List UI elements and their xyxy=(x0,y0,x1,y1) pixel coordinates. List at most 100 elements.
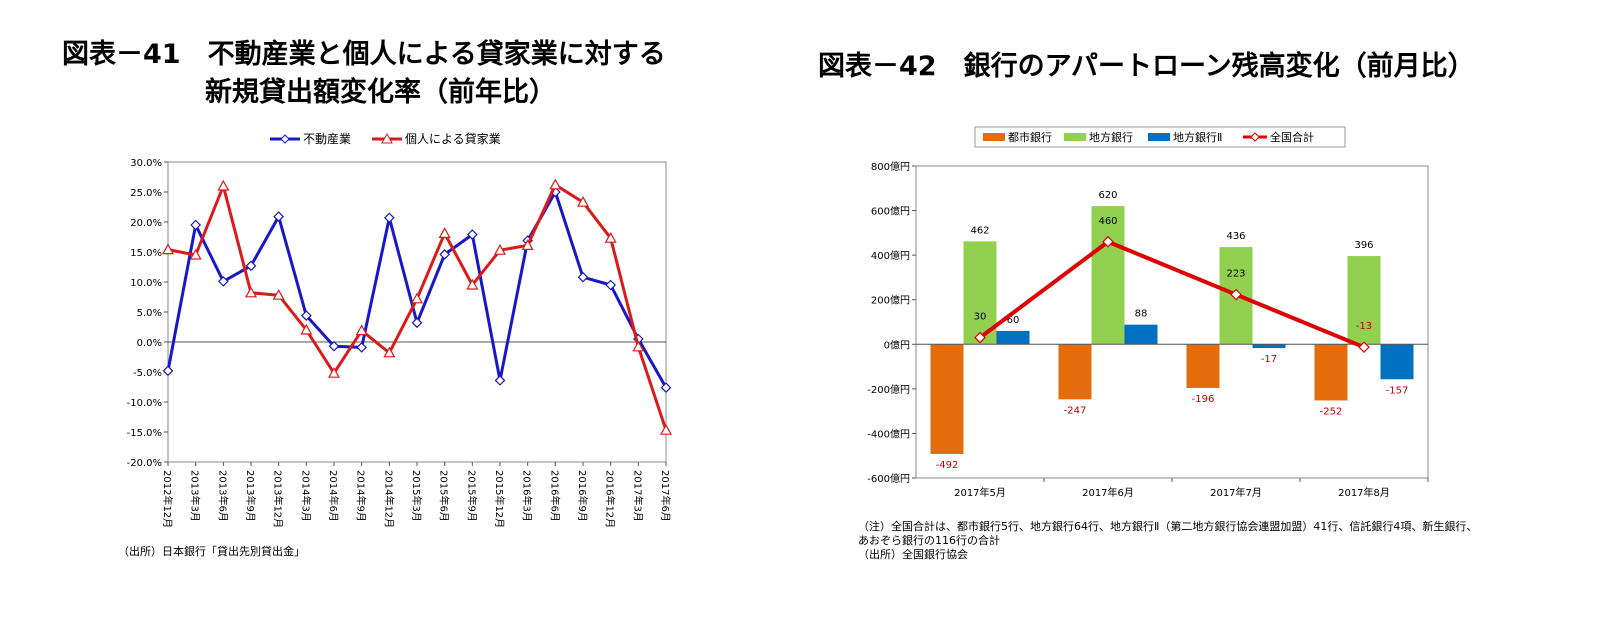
legend-label: 全国合計 xyxy=(1270,130,1314,144)
x-tick-label: 2014年3月 xyxy=(299,470,312,522)
x-tick-label: 2017年5月 xyxy=(954,486,1006,499)
y-tick-label: 0億円 xyxy=(884,338,910,351)
x-tick-label: 2014年9月 xyxy=(355,470,368,522)
x-tick-label: 2016年12月 xyxy=(604,470,617,528)
data-point xyxy=(439,249,451,260)
chart1-title-line1: 図表－41 不動産業と個人による貸家業に対する xyxy=(62,39,666,70)
x-tick-label: 2017年3月 xyxy=(631,470,644,522)
line-value-label: 30 xyxy=(974,312,987,323)
y-tick-label: -20.0% xyxy=(127,458,162,469)
bar-3 xyxy=(1124,324,1158,345)
data-point xyxy=(217,276,229,287)
legend-label: 個人による貸家業 xyxy=(405,131,501,146)
x-tick-label: 2014年6月 xyxy=(327,470,340,522)
data-point xyxy=(660,382,672,393)
line-value-label: 460 xyxy=(1098,216,1117,227)
chart2-note: （注）全国合計は、都市銀行5行、地方銀行64行、地方銀行Ⅱ（第二地方銀行協会連盟… xyxy=(858,520,1478,547)
x-tick-label: 2015年3月 xyxy=(410,470,423,522)
y-tick-label: 600億円 xyxy=(871,205,910,218)
data-point xyxy=(549,178,562,190)
y-tick-label: 200億円 xyxy=(871,294,910,307)
bar-value-label: -157 xyxy=(1386,385,1409,396)
data-point xyxy=(300,323,313,335)
data-point xyxy=(411,317,423,329)
legend-marker xyxy=(280,134,290,144)
bar-value-label: 60 xyxy=(1007,315,1020,326)
legend-label: 都市銀行 xyxy=(1008,130,1052,144)
data-point xyxy=(327,366,341,378)
y-tick-label: 5.0% xyxy=(137,308,162,319)
data-point xyxy=(438,227,451,238)
line-value-label: -13 xyxy=(1356,321,1372,332)
data-point xyxy=(494,375,506,386)
x-tick-label: 2017年8月 xyxy=(1338,486,1390,499)
x-tick-label: 2015年12月 xyxy=(493,470,506,528)
bar-3 xyxy=(1380,344,1414,380)
data-point xyxy=(1358,341,1370,354)
x-tick-label: 2015年6月 xyxy=(438,470,451,522)
data-point xyxy=(383,346,396,358)
y-tick-label: 800億円 xyxy=(871,160,910,173)
bar-value-label: 462 xyxy=(970,225,989,236)
x-tick-label: 2014年12月 xyxy=(382,470,395,528)
bar-1 xyxy=(1186,344,1220,388)
legend-swatch xyxy=(1064,133,1086,141)
x-tick-label: 2017年6月 xyxy=(1082,486,1134,499)
chart2-title: 図表－42 銀行のアパートローン残高変化（前月比） xyxy=(818,51,1475,82)
line-value-label: 223 xyxy=(1226,269,1245,280)
legend-label: 地方銀行 xyxy=(1089,130,1133,144)
data-point xyxy=(605,279,617,291)
x-tick-label: 2016年6月 xyxy=(548,470,561,522)
chart1-title-line2: 新規貸出額変化率（前年比） xyxy=(205,77,556,108)
bar-value-label: -252 xyxy=(1320,406,1343,417)
legend-swatch xyxy=(1148,133,1170,141)
data-point xyxy=(632,340,645,352)
bar-value-label: -492 xyxy=(936,460,959,471)
y-tick-label: 25.0% xyxy=(130,188,162,199)
data-point xyxy=(244,286,258,298)
y-tick-label: -400億円 xyxy=(867,427,910,440)
y-tick-label: 30.0% xyxy=(130,158,162,169)
legend-label: 不動産業 xyxy=(303,131,351,146)
x-tick-label: 2013年12月 xyxy=(272,470,285,528)
bar-value-label: 88 xyxy=(1135,309,1148,320)
bar-value-label: 436 xyxy=(1226,231,1245,242)
y-tick-label: 400億円 xyxy=(871,249,910,262)
data-point xyxy=(190,219,202,231)
data-point xyxy=(466,278,479,290)
data-point xyxy=(466,229,478,240)
y-tick-label: 0.0% xyxy=(137,338,162,349)
data-point xyxy=(161,243,175,255)
y-tick-label: 20.0% xyxy=(130,218,162,229)
series-line-total xyxy=(978,239,1365,350)
data-point xyxy=(217,179,230,191)
bar-2 xyxy=(1347,256,1381,345)
chart2-source: （出所）全国銀行協会 xyxy=(858,548,968,561)
data-point xyxy=(273,211,285,222)
x-tick-label: 2017年6月 xyxy=(659,470,672,522)
data-point xyxy=(383,212,395,224)
data-point xyxy=(1230,288,1242,301)
x-tick-label: 2015年9月 xyxy=(465,470,478,522)
y-tick-label: -5.0% xyxy=(133,368,162,379)
bar-value-label: -247 xyxy=(1064,405,1087,416)
data-point xyxy=(659,423,673,435)
data-point xyxy=(189,248,202,260)
y-tick-label: -600億円 xyxy=(867,472,910,485)
data-point xyxy=(577,271,589,283)
bar-3 xyxy=(1252,344,1286,349)
x-tick-label: 2013年3月 xyxy=(189,470,202,522)
bar-value-label: 396 xyxy=(1354,240,1373,251)
data-point xyxy=(410,292,424,304)
y-tick-label: -200億円 xyxy=(867,383,910,396)
data-point xyxy=(245,260,257,272)
data-point xyxy=(328,340,340,352)
data-point xyxy=(493,243,507,255)
bar-1 xyxy=(1058,344,1092,400)
legend-label: 地方銀行Ⅱ xyxy=(1173,130,1222,144)
bar-1 xyxy=(930,344,964,454)
y-tick-label: 15.0% xyxy=(130,248,162,259)
x-tick-label: 2013年9月 xyxy=(244,470,257,522)
